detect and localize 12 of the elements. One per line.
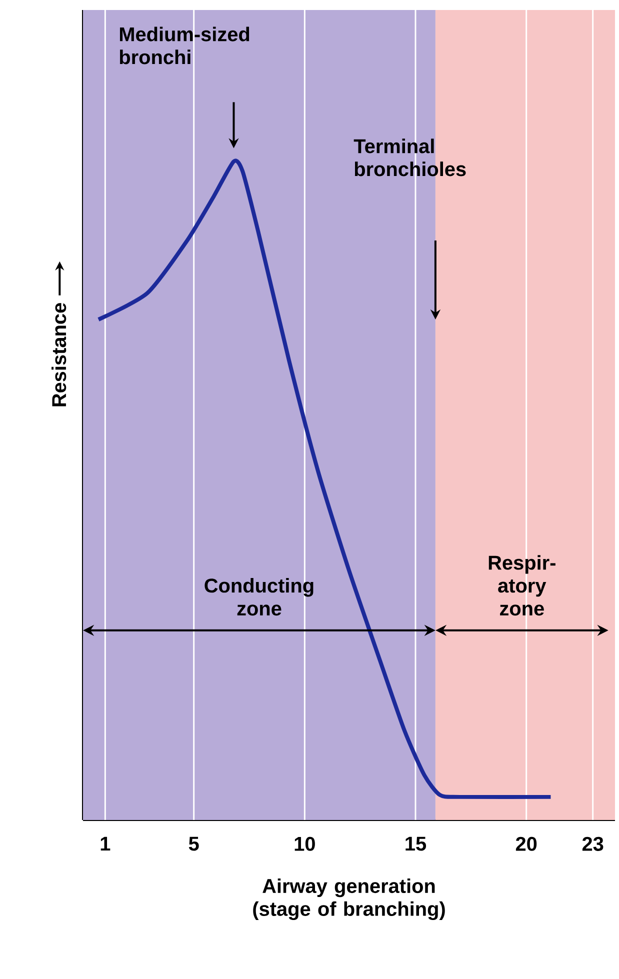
x-tick-label: 20 <box>516 836 537 851</box>
y-axis-title: Resistance <box>52 303 66 406</box>
annotation: Terminal bronchioles <box>354 138 466 176</box>
x-tick-label: 10 <box>294 836 315 851</box>
x-tick-label: 5 <box>188 836 199 851</box>
band-label: Conducting zone <box>204 578 314 616</box>
text: Medium-sized bronchi <box>120 26 250 64</box>
x-tick-label: 1 <box>100 836 110 851</box>
x-tick-label: 23 <box>582 836 604 851</box>
x-axis-title: Airway generation (stage of branching) <box>253 878 445 920</box>
band-label: Respir-atory zone <box>488 555 556 616</box>
x-tick-label: 15 <box>406 836 426 851</box>
